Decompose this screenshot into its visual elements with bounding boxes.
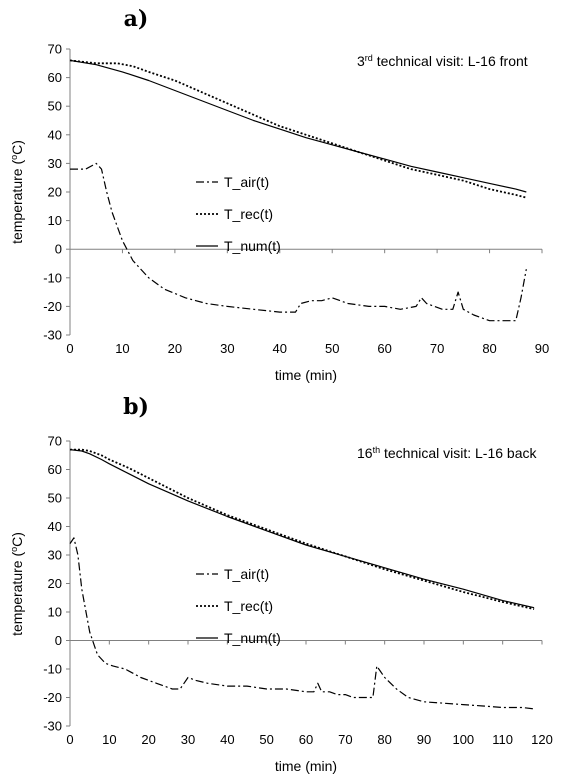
x-tick-label: 120 xyxy=(531,732,553,747)
y-tick-label: 0 xyxy=(55,242,62,257)
x-tick-label: 90 xyxy=(417,732,431,747)
x-tick-label: 80 xyxy=(482,341,496,356)
x-tick-label: 90 xyxy=(535,341,549,356)
x-tick-label: 80 xyxy=(377,732,391,747)
panel-annotation: 3rd technical visit: L-16 front xyxy=(357,53,528,69)
x-tick-label: 60 xyxy=(377,341,391,356)
x-tick-label: 20 xyxy=(141,732,155,747)
y-tick-label: 20 xyxy=(48,576,62,591)
x-tick-label: 0 xyxy=(66,341,73,356)
panel-label: a) xyxy=(124,6,149,32)
x-tick-label: 0 xyxy=(66,732,73,747)
legend-label: T_num(t) xyxy=(224,238,281,254)
y-tick-label: 50 xyxy=(48,491,62,506)
x-tick-label: 10 xyxy=(115,341,129,356)
x-tick-label: 70 xyxy=(430,341,444,356)
chart-panel-a: a) -30 -20 -10 0 10 20 30 40 50 60 70 0 10 20 30 40 50 60 7… xyxy=(9,6,549,383)
x-tick-label: 60 xyxy=(299,732,313,747)
x-tick-label: 40 xyxy=(220,732,234,747)
y-tick-label: -20 xyxy=(43,690,62,705)
series-line-t-num-t xyxy=(69,59,527,193)
x-tick-label: 40 xyxy=(273,341,287,356)
x-tick-label: 10 xyxy=(102,732,116,747)
panel-annotation: 16th technical visit: L-16 back xyxy=(357,445,538,461)
x-tick-label: 50 xyxy=(325,341,339,356)
y-tick-label: -10 xyxy=(43,270,62,285)
y-tick-label: -10 xyxy=(43,662,62,677)
x-tick-label: 100 xyxy=(452,732,474,747)
x-tick-label: 110 xyxy=(492,732,513,747)
x-axis-title: time (min) xyxy=(275,758,337,774)
x-tick-label: 20 xyxy=(168,341,182,356)
y-tick-label: 30 xyxy=(48,156,62,171)
y-tick-label: 30 xyxy=(48,548,62,563)
y-tick-label: 70 xyxy=(48,434,62,449)
y-tick-label: 50 xyxy=(48,99,62,114)
y-tick-label: 70 xyxy=(48,42,62,57)
series-line-t-rec-t xyxy=(70,448,535,610)
y-tick-label: -30 xyxy=(43,719,62,734)
legend-label: T_air(t) xyxy=(224,566,269,582)
series-line-t-rec-t xyxy=(69,59,527,199)
legend-label: T_air(t) xyxy=(224,174,269,190)
x-tick-label: 70 xyxy=(338,732,352,747)
y-tick-label: 10 xyxy=(48,605,62,620)
y-tick-label: -30 xyxy=(43,328,62,343)
y-axis-title: temperature (oC) xyxy=(9,140,25,244)
series-line-t-air-t xyxy=(70,162,527,322)
y-tick-label: 10 xyxy=(48,213,62,228)
x-tick-label: 50 xyxy=(259,732,273,747)
y-tick-label: 40 xyxy=(48,519,62,534)
x-tick-label: 30 xyxy=(181,732,195,747)
legend-label: T_rec(t) xyxy=(224,598,273,614)
legend-label: T_num(t) xyxy=(224,630,281,646)
y-tick-label: -20 xyxy=(43,299,62,314)
y-tick-label: 60 xyxy=(48,462,62,477)
y-tick-label: 40 xyxy=(48,127,62,142)
y-axis-title: temperature (oC) xyxy=(9,532,25,636)
y-tick-label: 20 xyxy=(48,185,62,200)
panel-label: b) xyxy=(123,394,149,420)
chart-panel-b: b) -30 -20 -10 0 10 20 30 40 50 60 70 0 10 20 30 40 50 60 7… xyxy=(9,394,553,774)
series-line-t-air-t xyxy=(69,537,535,710)
x-tick-label: 30 xyxy=(220,341,234,356)
legend-label: T_rec(t) xyxy=(224,206,273,222)
series-line-t-num-t xyxy=(69,449,535,609)
x-axis-title: time (min) xyxy=(275,367,337,383)
y-tick-label: 60 xyxy=(48,70,62,85)
y-tick-label: 0 xyxy=(55,633,62,648)
